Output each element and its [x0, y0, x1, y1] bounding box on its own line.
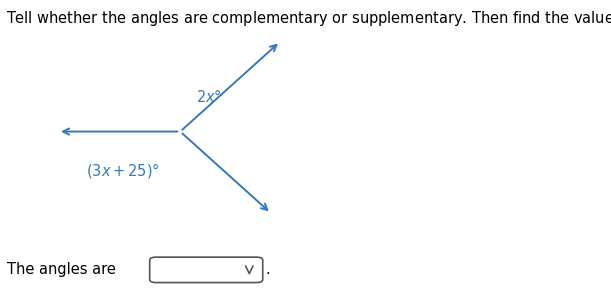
FancyBboxPatch shape: [150, 257, 263, 283]
Text: $(3x + 25)$°: $(3x + 25)$°: [86, 161, 159, 181]
Text: The angles are: The angles are: [7, 262, 116, 277]
Text: $2x$°: $2x$°: [196, 88, 221, 105]
Text: Tell whether the angles are complementary or supplementary. Then find the value : Tell whether the angles are complementar…: [6, 9, 611, 28]
Text: .: .: [266, 262, 271, 277]
